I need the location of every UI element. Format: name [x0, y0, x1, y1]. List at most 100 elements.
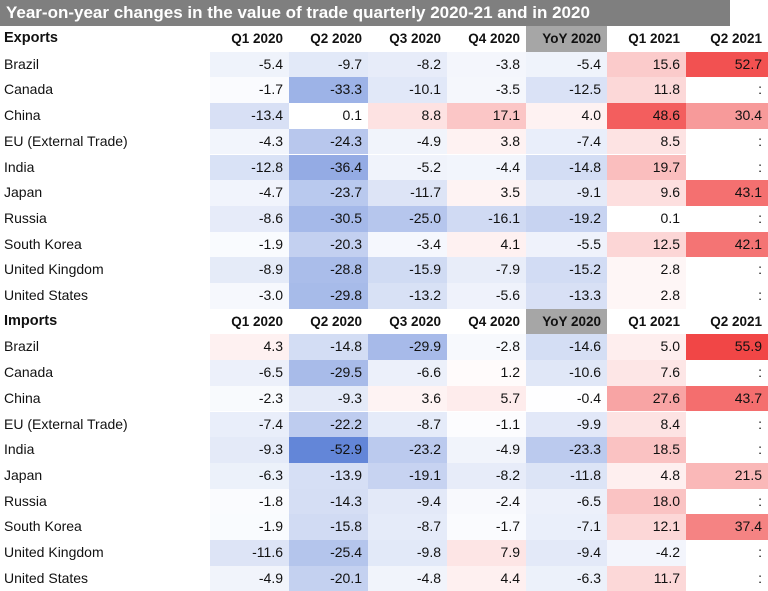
heat-cell: -20.3 — [289, 231, 368, 258]
heat-cell: 4.3 — [210, 334, 289, 361]
heat-cell: 2.8 — [607, 257, 686, 283]
heat-cell: -1.9 — [210, 514, 289, 540]
heat-cell: 4.1 — [447, 231, 526, 258]
row-label: EU (External Trade) — [4, 415, 128, 432]
column-header: Q1 2021 — [628, 31, 680, 46]
heat-cell: 9.6 — [607, 180, 686, 206]
heat-cell: : — [686, 154, 768, 181]
column-header: Q1 2021 — [628, 313, 680, 329]
column-header: Q2 2021 — [710, 313, 762, 329]
heat-cell: 19.7 — [607, 154, 686, 181]
heat-cell: -2.3 — [210, 385, 289, 412]
heat-cell: -23.3 — [526, 437, 607, 463]
heat-cell: -6.5 — [210, 360, 289, 386]
table-row: South Korea -1.9 -20.3 -3.4 4.1 -5.5 12.5 42.1 — [0, 231, 768, 258]
row-label: Japan — [4, 466, 43, 483]
heat-cell: -4.9 — [210, 565, 289, 591]
heat-cell: -1.8 — [210, 488, 289, 515]
column-header: Q3 2020 — [389, 31, 441, 46]
heat-cell: 12.1 — [607, 514, 686, 540]
heat-cell: 43.1 — [686, 180, 768, 206]
heat-cell: 8.5 — [607, 128, 686, 155]
heat-cell: -4.3 — [210, 128, 289, 155]
heat-cell: -5.5 — [526, 231, 607, 258]
heat-cell: -9.4 — [526, 540, 607, 566]
heat-cell: -9.3 — [210, 437, 289, 463]
row-label: Brazil — [4, 338, 40, 355]
heat-cell: -7.4 — [526, 128, 607, 155]
heat-cell: 12.5 — [607, 231, 686, 258]
heat-cell: -14.8 — [526, 154, 607, 181]
row-label: Canada — [4, 81, 54, 98]
heat-cell: 8.4 — [607, 411, 686, 438]
heat-cell: 17.1 — [447, 103, 526, 129]
heat-cell: -10.6 — [526, 360, 607, 386]
section-label: Imports — [4, 312, 58, 329]
heat-cell: -14.3 — [289, 488, 368, 515]
column-header: YoY 2020 — [526, 308, 607, 335]
column-header: Q2 2020 — [310, 31, 362, 46]
row-label: India — [4, 441, 35, 458]
heat-cell: 3.8 — [447, 128, 526, 155]
heat-cell: -8.6 — [210, 205, 289, 232]
column-header: Q4 2020 — [468, 31, 520, 46]
heat-cell: 7.6 — [607, 360, 686, 386]
heat-cell: -5.4 — [210, 51, 289, 78]
heat-cell: -4.8 — [368, 565, 447, 591]
heat-cell: -6.6 — [368, 360, 447, 386]
heat-cell: 1.2 — [447, 360, 526, 386]
heat-cell: -8.2 — [447, 462, 526, 489]
heat-cell: -1.1 — [447, 411, 526, 438]
table-row: EU (External Trade) -7.4 -22.2 -8.7 -1.1 -9.9… — [0, 411, 768, 438]
table-row: Japan -4.7 -23.7 -11.7 3.5 -9.1 9.6 43.1 — [0, 180, 768, 206]
heat-cell: -15.2 — [526, 257, 607, 283]
table-row: India -9.3 -52.9 -23.2 -4.9 -23.3 18.5: — [0, 437, 768, 463]
heat-cell: -6.3 — [210, 462, 289, 489]
heat-cell: 3.5 — [447, 180, 526, 206]
heat-cell: -7.1 — [526, 514, 607, 540]
heat-cell: 3.6 — [368, 385, 447, 412]
section-header-imports: Imports Q1 2020 Q2 2020 Q3 2020 Q4 2020 YoY 2… — [0, 308, 768, 335]
table-row: United Kingdom -8.9 -28.8 -15.9 -7.9 -15.2 2.8… — [0, 257, 768, 283]
heat-cell: -4.9 — [447, 437, 526, 463]
heat-cell: -4.7 — [210, 180, 289, 206]
heat-cell: -10.1 — [368, 77, 447, 104]
heat-cell: -19.1 — [368, 462, 447, 489]
heat-cell: : — [686, 283, 768, 309]
table-row: United Kingdom -11.6 -25.4 -9.8 7.9 -9.4 -4.2: — [0, 540, 768, 566]
table-row: United States -3.0 -29.8 -13.2 -5.6 -13.3 2.8: — [0, 283, 768, 309]
heat-cell: -16.1 — [447, 205, 526, 232]
heat-cell: : — [686, 437, 768, 463]
heat-cell: : — [686, 565, 768, 591]
heat-cell: -8.9 — [210, 257, 289, 283]
heat-cell: -25.0 — [368, 205, 447, 232]
table-row: China -2.3 -9.3 3.6 5.7 -0.4 27.6 43.7 — [0, 385, 768, 412]
table-row: Canada -1.7 -33.3 -10.1 -3.5 -12.5 11.8: — [0, 77, 768, 104]
table-row: Russia -8.6 -30.5 -25.0 -16.1 -19.2 0.1: — [0, 205, 768, 232]
heat-cell: 8.8 — [368, 103, 447, 129]
heat-cell: -14.6 — [526, 334, 607, 361]
row-label: China — [4, 107, 41, 124]
table-row: South Korea -1.9 -15.8 -8.7 -1.7 -7.1 12.1 37.4 — [0, 514, 768, 540]
heat-cell: 2.8 — [607, 283, 686, 309]
row-label: Russia — [4, 492, 47, 509]
heat-cell: 0.1 — [289, 103, 368, 129]
heat-cell: -8.2 — [368, 51, 447, 78]
row-label: Brazil — [4, 55, 40, 72]
heat-cell: -1.9 — [210, 231, 289, 258]
row-label: Canada — [4, 364, 54, 381]
heat-cell: -13.3 — [526, 283, 607, 309]
heat-cell: -9.4 — [368, 488, 447, 515]
heat-cell: -29.8 — [289, 283, 368, 309]
row-label: United States — [4, 569, 89, 586]
heat-cell: 7.9 — [447, 540, 526, 566]
heat-cell: 0.1 — [607, 205, 686, 232]
heat-cell: -23.7 — [289, 180, 368, 206]
heat-cell: -6.5 — [526, 488, 607, 515]
column-header: Q2 2021 — [710, 31, 762, 46]
heat-cell: -11.7 — [368, 180, 447, 206]
heat-cell: -12.5 — [526, 77, 607, 104]
heat-cell: -1.7 — [210, 77, 289, 104]
column-header: YoY 2020 — [526, 26, 607, 52]
heat-cell: 55.9 — [686, 334, 768, 361]
